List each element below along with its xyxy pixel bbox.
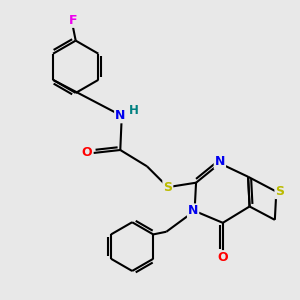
Text: N: N	[115, 109, 125, 122]
Text: H: H	[129, 104, 139, 117]
Text: S: S	[163, 181, 172, 194]
Text: O: O	[82, 146, 92, 160]
Text: N: N	[188, 204, 198, 218]
Text: S: S	[275, 185, 284, 198]
Text: O: O	[218, 251, 228, 264]
Text: N: N	[215, 155, 225, 168]
Text: F: F	[68, 14, 77, 27]
